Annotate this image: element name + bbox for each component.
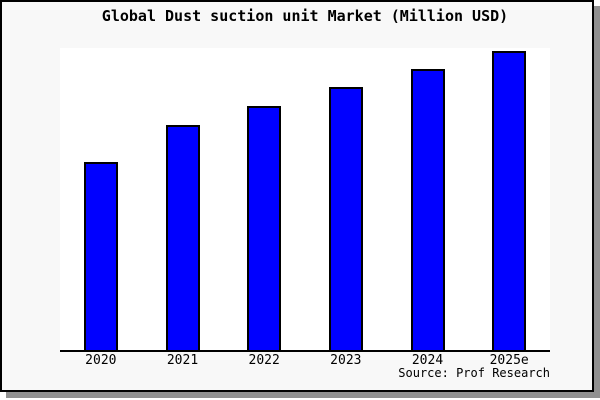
bar-2022 <box>247 106 281 350</box>
x-axis-tick-labels: 2020 2021 2022 2023 2024 2025e <box>60 354 550 368</box>
chart-title: Global Dust suction unit Market (Million… <box>101 7 509 25</box>
x-tick-label-2025e: 2025e <box>489 353 529 368</box>
x-tick-label-2021: 2021 <box>166 353 199 368</box>
bar-2023 <box>329 87 363 350</box>
bar-2024 <box>411 69 445 350</box>
bar-2021 <box>166 125 200 350</box>
bar-2025e <box>492 51 526 350</box>
x-tick-label-2022: 2022 <box>248 353 280 368</box>
x-tick-label-2024: 2024 <box>411 353 444 368</box>
x-tick-label-2023: 2023 <box>330 353 362 368</box>
bar-2020 <box>84 162 118 350</box>
source-label: Source: Prof Research <box>398 366 550 380</box>
x-tick-label-2020: 2020 <box>85 353 117 368</box>
plot-area <box>60 48 550 352</box>
